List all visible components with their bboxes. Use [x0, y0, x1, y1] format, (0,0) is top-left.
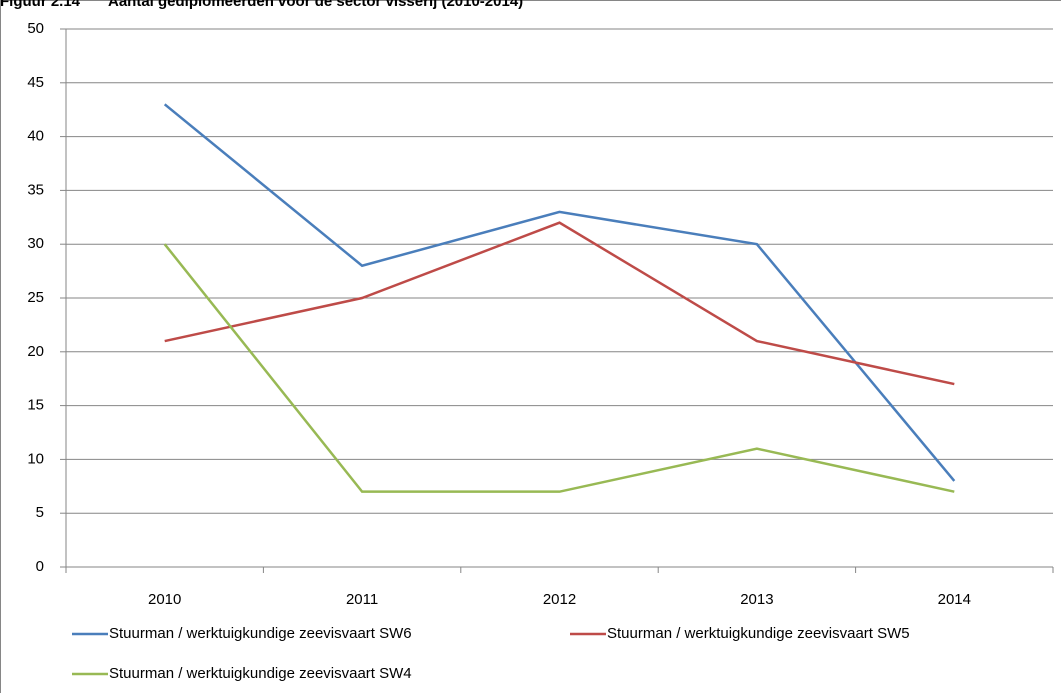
y-tick-label: 20 [27, 343, 44, 360]
series-line [164, 221, 955, 386]
legend-label: Stuurman / werktuigkundige zeevisvaart S… [109, 665, 412, 682]
y-tick-label: 25 [27, 289, 44, 306]
series-line [163, 103, 956, 482]
x-tick-label: 2012 [543, 591, 576, 608]
legend-label: Stuurman / werktuigkundige zeevisvaart S… [607, 625, 910, 642]
y-tick-label: 40 [27, 128, 44, 145]
y-tick-label: 0 [36, 558, 44, 575]
y-tick-label: 45 [27, 74, 44, 91]
x-tick-label: 2010 [148, 591, 181, 608]
y-tick-label: 50 [27, 20, 44, 37]
series-line [163, 243, 955, 493]
x-tick-label: 2011 [346, 591, 378, 608]
x-tick-label: 2013 [740, 591, 773, 608]
y-tick-label: 10 [27, 450, 44, 467]
y-tick-label: 30 [27, 235, 44, 252]
y-tick-label: 5 [36, 504, 44, 521]
figure-label: Figuur 2.14 [0, 0, 81, 10]
y-tick-label: 35 [27, 181, 44, 198]
x-tick-label: 2014 [938, 591, 971, 608]
y-tick-label: 15 [27, 397, 44, 414]
legend-label: Stuurman / werktuigkundige zeevisvaart S… [109, 625, 412, 642]
chart-title: Aantal gediplomeerden voor de sector vis… [108, 0, 523, 10]
